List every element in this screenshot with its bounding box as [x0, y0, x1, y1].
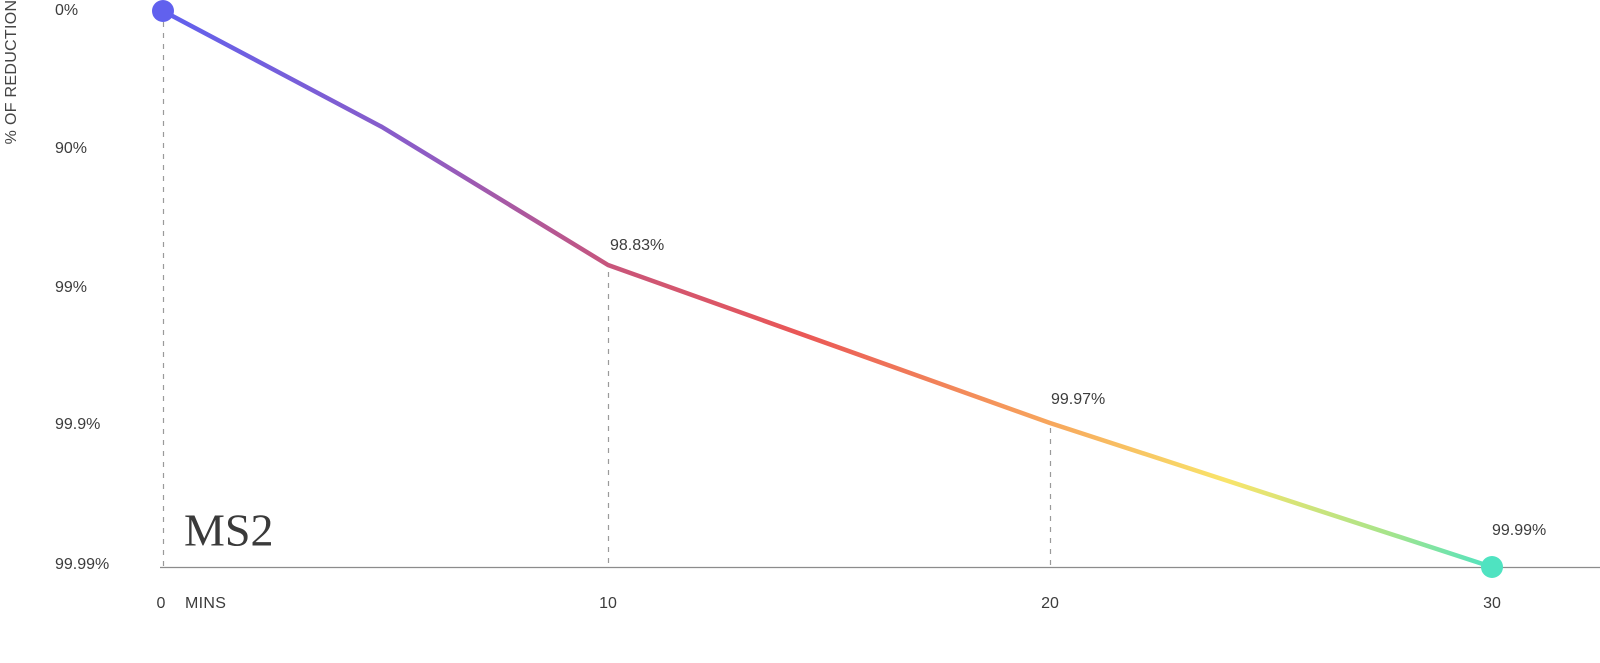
chart-series-title: MS2 [184, 504, 274, 556]
x-axis-unit: MINS [185, 595, 227, 612]
y-tick-99-99: 99.99% [55, 556, 110, 573]
series-line-ms2 [160, 8, 1495, 570]
x-tick-10: 10 [599, 595, 617, 612]
data-label-10: 98.83% [610, 237, 665, 254]
data-label-20: 99.97% [1051, 391, 1106, 408]
y-tick-99-9: 99.9% [55, 416, 101, 433]
y-tick-99: 99% [55, 279, 88, 296]
start-point-marker [152, 0, 174, 22]
y-tick-90: 90% [55, 140, 88, 157]
y-tick-0: 0% [55, 2, 79, 19]
y-axis-title: % OF REDUCTION [3, 0, 20, 145]
x-tick-20: 20 [1041, 595, 1059, 612]
x-tick-0: 0 [156, 595, 166, 612]
x-tick-30: 30 [1483, 595, 1501, 612]
end-point-marker [1481, 556, 1503, 578]
data-label-30: 99.99% [1492, 522, 1547, 539]
